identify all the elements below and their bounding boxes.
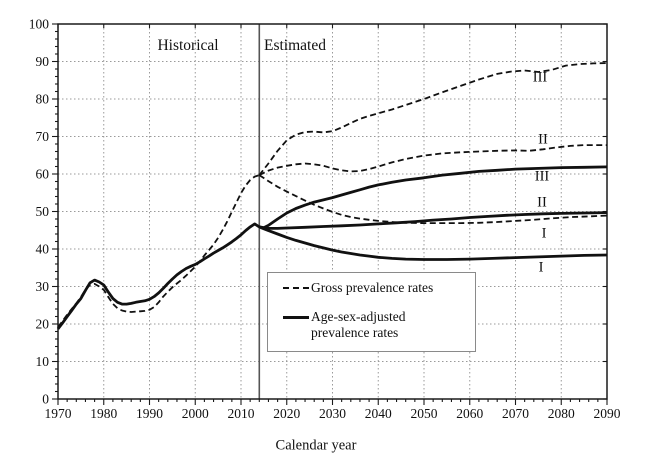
x-tick-label: 2090 [594,406,621,421]
y-tick-label: 100 [29,17,50,32]
y-tick-label: 70 [36,129,50,144]
y-tick-label: 0 [42,392,49,407]
y-tick-label: 50 [36,204,50,219]
legend-label-adjusted-line1: Age-sex-adjusted [311,308,406,324]
curve-label-adj-i: I [538,259,544,276]
historical-region-label: Historical [157,37,219,54]
x-tick-label: 2060 [456,406,483,421]
x-tick-label: 2080 [548,406,575,421]
curve-adjusted-estimated-III [259,165,608,230]
y-tick-label: 90 [36,54,50,69]
y-tick-label: 20 [36,317,50,332]
legend-row-gross: Gross prevalence rates [283,280,471,296]
legend-label-adjusted-line2: prevalence rates [311,324,399,340]
x-axis-title: Calendar year [275,437,357,454]
curve-adjusted-estimated-II [258,211,608,230]
dashed-line-sample [283,287,309,289]
x-tick-label: 1990 [136,406,163,421]
x-tick-label: 2010 [228,406,255,421]
curve-label-adj-ii: II [537,194,547,211]
y-tick-label: 80 [36,92,50,107]
curve-label-adj-iii: III [534,168,550,185]
x-tick-label: 2050 [411,406,438,421]
x-tick-label: 2000 [182,406,209,421]
curve-gross-estimated-III [258,62,608,176]
x-tick-label: 2020 [273,406,300,421]
y-tick-label: 60 [36,167,50,182]
legend-row-adjusted: Age-sex-adjusted prevalence rates [283,309,471,341]
x-tick-label: 1980 [90,406,117,421]
legend-box: Gross prevalence rates Age-sex-adjusted … [267,272,476,352]
curve-gross-estimated-II [258,144,607,176]
curve-label-gross-iii: III [532,69,548,86]
legend-label-gross: Gross prevalence rates [311,280,434,295]
y-tick-label: 10 [36,354,50,369]
x-tick-label: 2040 [365,406,392,421]
curve-adjusted-estimated-I [258,225,608,261]
solid-line-sample [283,315,309,319]
legend-label-adjusted: Age-sex-adjusted prevalence rates [311,309,405,341]
curve-label-gross-ii: II [538,131,548,148]
estimated-region-label: Estimated [264,37,326,54]
curve-gross-estimated-I [258,174,608,225]
curve-gross-historical [57,174,260,328]
x-tick-label: 1970 [45,406,72,421]
y-tick-label: 30 [36,279,50,294]
curve-adjusted-historical [56,222,261,330]
curve-label-gross-i: I [541,225,547,242]
y-tick-label: 40 [36,242,50,257]
x-tick-label: 2030 [319,406,346,421]
x-tick-label: 2070 [502,406,529,421]
